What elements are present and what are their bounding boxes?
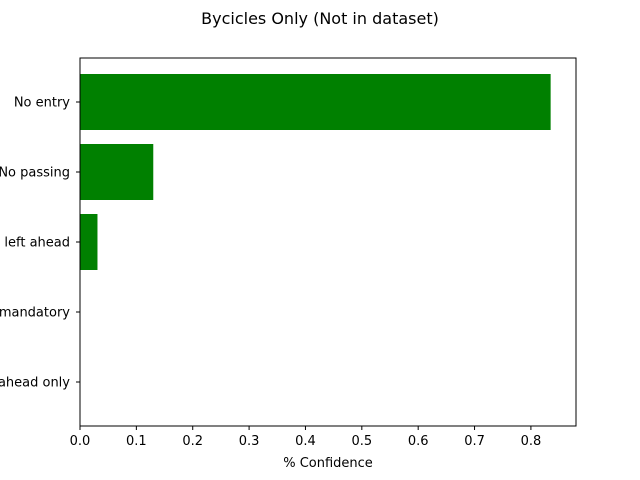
x-axis-ticks: 0.0 0.1 0.2 0.3 0.4 0.5 0.6 0.7 0.8: [70, 426, 542, 449]
y-tick-label: No entry: [14, 96, 70, 111]
x-tick-label: 0.7: [464, 434, 485, 449]
y-tick-label: ahead only: [0, 376, 70, 391]
y-tick-label: left ahead: [4, 236, 70, 251]
x-tick-label: 0.3: [239, 434, 260, 449]
y-axis-ticks: No entry No passing left ahead mandatory ahe…: [0, 96, 80, 391]
bar: [80, 74, 551, 130]
x-tick-label: 0.8: [521, 434, 542, 449]
plot-frame: [79, 57, 577, 427]
bar: [80, 144, 154, 200]
bars-group: [80, 74, 551, 270]
x-tick-label: 0.1: [126, 434, 147, 449]
bar: [80, 214, 98, 270]
x-axis-label: % Confidence: [283, 456, 373, 471]
chart-title: Bycicles Only (Not in dataset): [201, 9, 439, 28]
x-tick-label: 0.4: [295, 434, 316, 449]
y-tick-label: No passing: [0, 166, 70, 181]
x-tick-label: 0.6: [408, 434, 429, 449]
y-tick-label: mandatory: [0, 306, 70, 321]
x-tick-label: 0.5: [351, 434, 372, 449]
x-tick-label: 0.2: [182, 434, 203, 449]
x-tick-label: 0.0: [70, 434, 91, 449]
